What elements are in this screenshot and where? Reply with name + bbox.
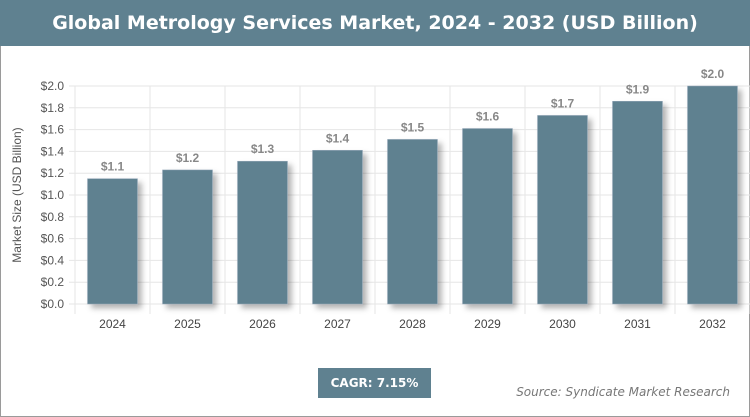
y-tick-label: $0.2 <box>41 275 65 289</box>
bar <box>687 85 738 305</box>
cagr-badge: CAGR: 7.15% <box>318 368 431 398</box>
x-tick-label: 2032 <box>699 317 726 331</box>
data-label: $1.5 <box>401 120 425 134</box>
x-tick-label: 2030 <box>549 317 576 331</box>
source-note: Source: Syndicate Market Research <box>516 385 730 399</box>
y-tick-label: $0.6 <box>41 232 65 246</box>
data-label: $1.1 <box>101 160 125 174</box>
y-tick-label: $2.0 <box>41 79 65 93</box>
x-tick-label: 2029 <box>474 317 501 331</box>
bar <box>237 160 288 305</box>
data-label: $1.3 <box>251 142 275 156</box>
y-tick-label: $0.0 <box>41 297 65 311</box>
y-tick-label: $1.0 <box>41 188 65 202</box>
bar <box>612 101 663 305</box>
data-label: $1.2 <box>176 151 200 165</box>
x-tick-label: 2025 <box>174 317 201 331</box>
y-tick-label: $0.8 <box>41 210 65 224</box>
y-tick-label: $0.4 <box>41 253 65 267</box>
data-label: $1.7 <box>551 96 575 110</box>
data-label: $1.4 <box>326 131 350 145</box>
bar <box>162 169 213 305</box>
x-tick-label: 2024 <box>99 317 126 331</box>
y-tick-label: $1.6 <box>41 123 65 137</box>
x-tick-label: 2026 <box>249 317 276 331</box>
data-label: $2.0 <box>701 67 725 81</box>
bar <box>537 115 588 305</box>
bar <box>387 139 438 305</box>
x-tick-label: 2027 <box>324 317 351 331</box>
y-tick-label: $1.8 <box>41 101 65 115</box>
bar <box>312 150 363 305</box>
data-label: $1.6 <box>476 110 500 124</box>
chart-title: Global Metrology Services Market, 2024 -… <box>0 0 750 46</box>
x-tick-label: 2028 <box>399 317 426 331</box>
x-tick-label: 2031 <box>624 317 651 331</box>
y-axis-label: Market Size (USD Billion) <box>10 127 24 262</box>
data-label: $1.9 <box>626 82 650 96</box>
y-tick-label: $1.2 <box>41 166 65 180</box>
bar <box>462 128 513 305</box>
y-tick-label: $1.4 <box>41 144 65 158</box>
bar <box>87 178 138 305</box>
